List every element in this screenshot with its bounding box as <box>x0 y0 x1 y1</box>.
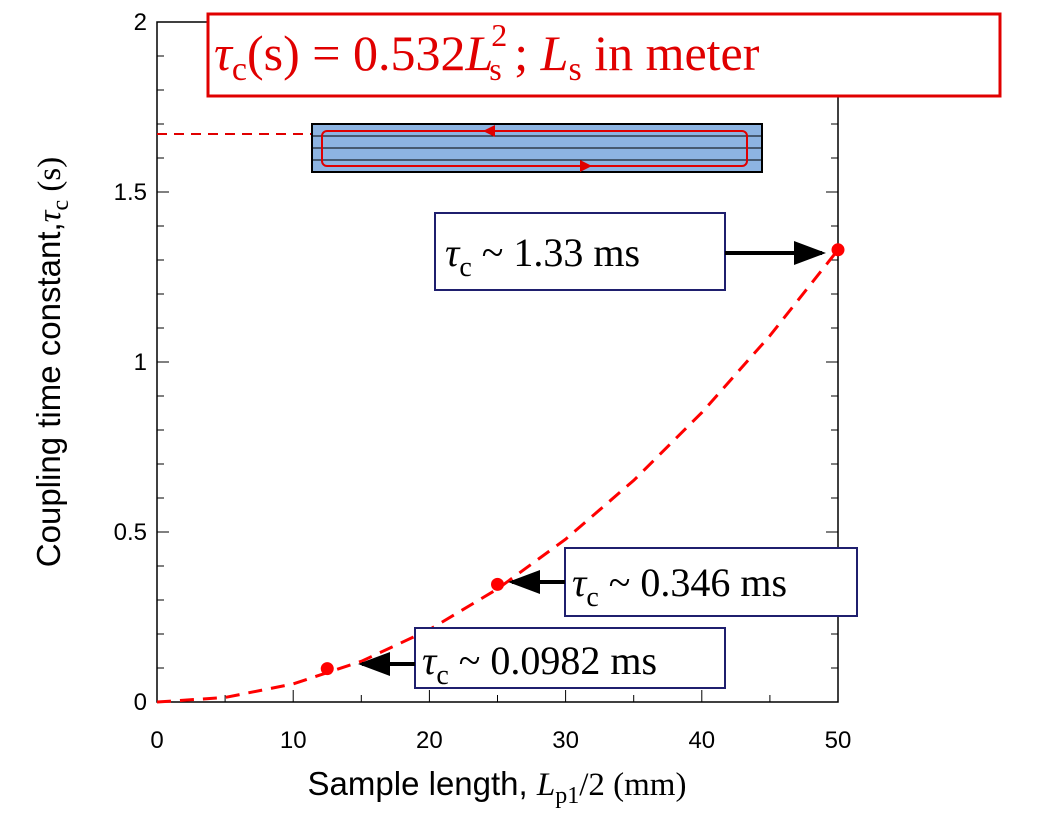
y-axis-label: Coupling time constant,τc (s) <box>30 157 74 567</box>
x-tick-label: 0 <box>150 727 163 754</box>
x-tick-label: 40 <box>688 727 715 754</box>
data-point <box>831 243 845 257</box>
annotation: τc ~ 0.0982 ms <box>422 638 657 691</box>
x-tick-label: 30 <box>552 727 579 754</box>
y-tick-label: 1.5 <box>114 179 147 206</box>
plot-layer: 0 10 20 30 40 50 0 0.5 1 1.5 2 <box>114 9 852 754</box>
fit-line <box>156 248 840 704</box>
annotation-box <box>414 627 726 689</box>
equation: τc(s) = 0.532L2 s ; Ls in meter <box>214 17 760 88</box>
x-tick-label: 10 <box>280 727 307 754</box>
annotation: τc ~ 0.346 ms <box>572 560 787 613</box>
annotation: τc ~ 1.33 ms <box>445 230 640 283</box>
y-tick-label: 0.5 <box>114 519 147 546</box>
annotation-box <box>564 547 858 617</box>
y-tick-label: 0 <box>134 689 147 716</box>
x-tick-label: 50 <box>825 727 852 754</box>
y-tick-label: 1 <box>134 349 147 376</box>
data-point <box>320 662 334 676</box>
y-tick-label: 2 <box>134 9 147 36</box>
equation-box <box>206 12 1002 98</box>
x-tick-label: 20 <box>416 727 443 754</box>
x-axis-label: Sample length, Lp1/2 (mm) <box>308 765 687 809</box>
inset-diagram <box>311 123 763 173</box>
data-point <box>491 577 504 591</box>
